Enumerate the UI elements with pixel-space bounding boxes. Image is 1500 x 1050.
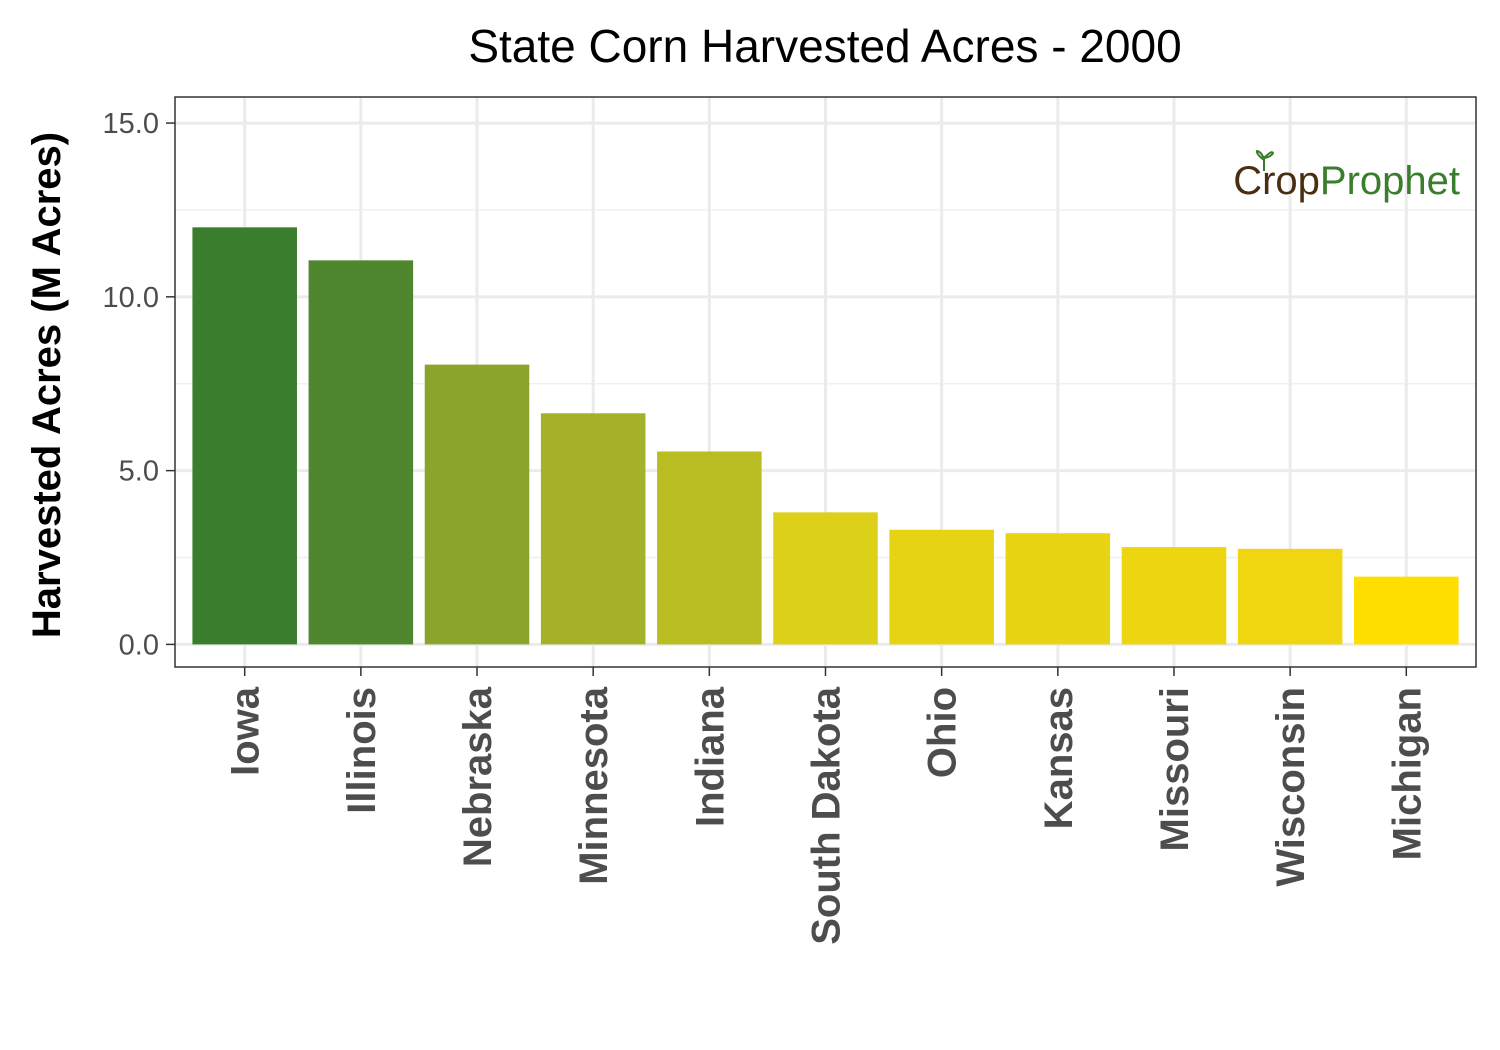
bar-iowa [192,227,297,645]
bar-ohio [889,529,994,645]
x-tick-label: Iowa [224,686,268,776]
sprout-icon [1255,149,1275,171]
bar-indiana [657,451,762,645]
y-tick-label: 0.0 [119,629,159,661]
x-tick-label: South Dakota [805,686,849,945]
x-tick-label: Nebraska [456,686,500,867]
bar-michigan [1354,576,1459,645]
bar-illinois [308,260,414,645]
x-tick-label: Michigan [1385,687,1429,860]
bar-nebraska [424,364,530,645]
cropprophet-logo: CropProphet [1233,149,1460,203]
y-tick-label: 5.0 [119,456,159,488]
bars [192,227,1459,645]
bar-missouri [1121,547,1227,645]
bar-south-dakota [773,512,878,645]
bar-kansas [1005,533,1111,645]
x-tick-label: Indiana [688,686,732,827]
x-tick-label: Wisconsin [1269,687,1313,887]
logo-text-crop: Crop [1233,159,1320,203]
y-axis: 0.0 5.0 10.0 15.0 [103,108,175,661]
y-axis-label: Harvested Acres (M Acres) [25,132,69,638]
x-tick-label: Kansas [1037,687,1081,829]
bar-wisconsin [1237,548,1343,645]
logo-text-prophet: Prophet [1320,159,1460,203]
svg-text:CropProphet: CropProphet [1233,159,1460,203]
y-tick-label: 15.0 [103,108,159,140]
y-tick-label: 10.0 [103,282,159,314]
x-tick-label: Ohio [921,687,965,778]
chart-title: State Corn Harvested Acres - 2000 [468,20,1181,72]
x-axis: Iowa Illinois Nebraska Minnesota Indiana Sout… [224,667,1429,945]
x-tick-label: Minnesota [572,686,616,885]
x-tick-label: Missouri [1153,687,1197,851]
bar-minnesota [540,413,646,645]
x-tick-label: Illinois [340,687,384,814]
